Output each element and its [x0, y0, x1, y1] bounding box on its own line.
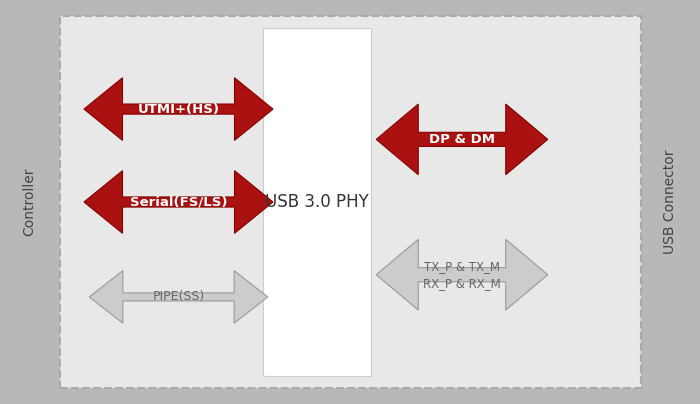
- Polygon shape: [84, 170, 273, 234]
- Bar: [262, 28, 371, 376]
- Polygon shape: [90, 271, 267, 323]
- Text: USB 3.0 PHY: USB 3.0 PHY: [265, 193, 369, 211]
- Text: DP & DM: DP & DM: [429, 133, 495, 146]
- Text: TX_P & TX_M
RX_P & RX_M: TX_P & TX_M RX_P & RX_M: [423, 260, 501, 290]
- Text: PIPE(SS): PIPE(SS): [153, 290, 204, 303]
- Polygon shape: [377, 239, 547, 310]
- Text: Serial(FS/LS): Serial(FS/LS): [130, 196, 228, 208]
- Text: Controller: Controller: [22, 168, 37, 236]
- Text: USB Connector: USB Connector: [664, 150, 678, 254]
- Text: UTMI+(HS): UTMI+(HS): [137, 103, 220, 116]
- Polygon shape: [377, 104, 547, 175]
- Bar: [60, 16, 640, 388]
- Polygon shape: [84, 78, 273, 140]
